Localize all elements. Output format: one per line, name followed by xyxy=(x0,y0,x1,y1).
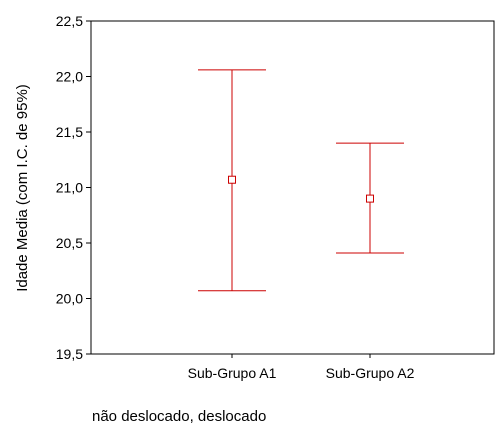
x-tick-label: Sub-Grupo A1 xyxy=(188,365,277,381)
plot-frame xyxy=(90,20,495,355)
y-tick-label: 20,0 xyxy=(56,291,83,307)
x-axis-title: não deslocado, deslocado xyxy=(92,408,266,425)
y-tick-label: 22,5 xyxy=(56,13,83,29)
mean-marker xyxy=(366,194,374,203)
y-tick-label: 19,5 xyxy=(56,346,83,362)
x-tick-label: Sub-Grupo A2 xyxy=(326,365,415,381)
y-axis: 19,5 20,0 20,5 21,0 21,5 22,0 22,5 xyxy=(56,13,91,362)
y-tick-label: 22,0 xyxy=(56,69,83,85)
y-axis-title: Idade Media (com I.C. de 95%) xyxy=(14,84,31,292)
y-tick-label: 21,5 xyxy=(56,124,83,140)
x-axis: Sub-Grupo A1 Sub-Grupo A2 xyxy=(188,354,415,381)
error-bars xyxy=(198,69,404,292)
y-tick-label: 21,0 xyxy=(56,180,83,196)
y-tick-label: 20,5 xyxy=(56,235,83,251)
mean-marker xyxy=(228,175,236,184)
